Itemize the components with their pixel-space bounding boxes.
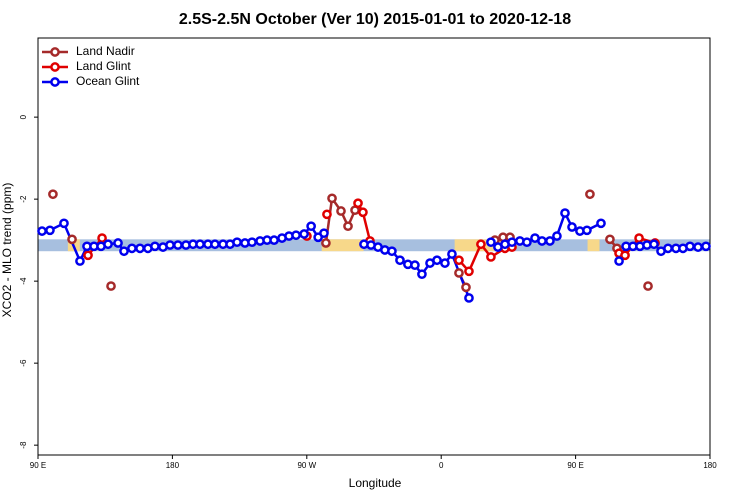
x-tick-label: 90 E: [567, 461, 583, 470]
data-point: [522, 237, 532, 248]
y-tick-label: -6: [19, 359, 28, 367]
data-point: [552, 231, 562, 241]
data-point: [685, 241, 695, 252]
land-span: [587, 239, 600, 252]
data-point: [545, 236, 555, 246]
data-point: [127, 243, 137, 254]
data-point: [605, 234, 615, 245]
x-tick-label: 90 W: [297, 461, 316, 470]
legend-label: Land Glint: [76, 59, 131, 73]
x-tick-label: 180: [166, 461, 180, 470]
data-point: [693, 242, 703, 252]
x-tick-label: 0: [439, 461, 444, 470]
data-point: [195, 239, 205, 250]
data-point: [701, 241, 711, 252]
data-point: [113, 238, 123, 248]
data-point: [319, 228, 329, 239]
x-tick-label: 90 E: [30, 461, 46, 470]
data-point: [321, 238, 331, 248]
data-point: [476, 239, 486, 250]
data-point: [663, 243, 673, 254]
data-point: [358, 207, 368, 218]
data-point: [582, 225, 592, 236]
legend-label: Land Nadir: [76, 44, 135, 58]
x-axis-label: Longitude: [349, 476, 402, 490]
data-point: [643, 281, 653, 291]
data-point: [232, 237, 242, 248]
land-span: [321, 239, 364, 252]
data-point: [417, 269, 427, 280]
data-point: [447, 249, 457, 259]
data-point: [67, 234, 77, 245]
legend-marker: [50, 47, 60, 57]
y-tick-label: 0: [19, 114, 28, 119]
data-point: [103, 239, 113, 250]
data-point: [269, 235, 279, 245]
data-point: [291, 230, 301, 241]
data-point: [454, 268, 464, 278]
data-point: [247, 237, 257, 248]
data-point: [97, 233, 107, 243]
data-point: [486, 252, 496, 262]
data-point: [585, 189, 595, 200]
data-point: [336, 206, 346, 216]
data-point: [343, 221, 353, 232]
y-axis-label: XCO2 - MLO trend (ppm): [0, 183, 14, 318]
data-point: [464, 266, 474, 277]
data-point: [486, 237, 496, 248]
data-point: [83, 250, 93, 261]
data-point: [135, 243, 145, 254]
data-point: [322, 209, 332, 220]
y-tick-label: -8: [19, 441, 28, 449]
data-point: [634, 233, 644, 243]
y-tick-label: -4: [19, 277, 28, 285]
data-point: [614, 256, 624, 266]
data-point: [306, 221, 316, 232]
data-point: [48, 189, 58, 200]
data-point: [464, 293, 474, 303]
data-point: [620, 250, 630, 261]
data-point: [410, 260, 420, 271]
data-point: [150, 241, 160, 252]
data-point: [45, 225, 55, 236]
data-point: [119, 246, 129, 257]
x-tick-label: 180: [703, 461, 717, 470]
data-point: [537, 236, 547, 246]
chart-title: 2.5S-2.5N October (Ver 10) 2015-01-01 to…: [179, 11, 571, 28]
data-point: [387, 246, 397, 257]
data-point: [395, 255, 405, 266]
data-point: [461, 282, 471, 293]
data-point: [353, 198, 363, 209]
data-point: [560, 208, 570, 218]
data-point: [37, 226, 47, 236]
data-point: [327, 193, 337, 204]
y-tick-label: -2: [19, 195, 28, 203]
data-point: [596, 218, 606, 229]
data-point: [567, 222, 577, 232]
legend-marker: [50, 62, 60, 72]
legend-marker: [50, 77, 60, 87]
data-point: [106, 281, 116, 291]
data-point: [454, 255, 464, 266]
data-point: [165, 240, 175, 250]
data-point: [210, 239, 220, 250]
data-point: [649, 239, 659, 250]
legend-label: Ocean Glint: [76, 74, 140, 88]
series-line: [41, 209, 707, 299]
data-point: [173, 240, 183, 250]
data-point: [507, 237, 517, 248]
data-point: [299, 229, 309, 239]
data-point: [59, 218, 69, 229]
data-point: [432, 255, 442, 266]
data-point: [75, 256, 85, 266]
data-point: [440, 258, 450, 268]
